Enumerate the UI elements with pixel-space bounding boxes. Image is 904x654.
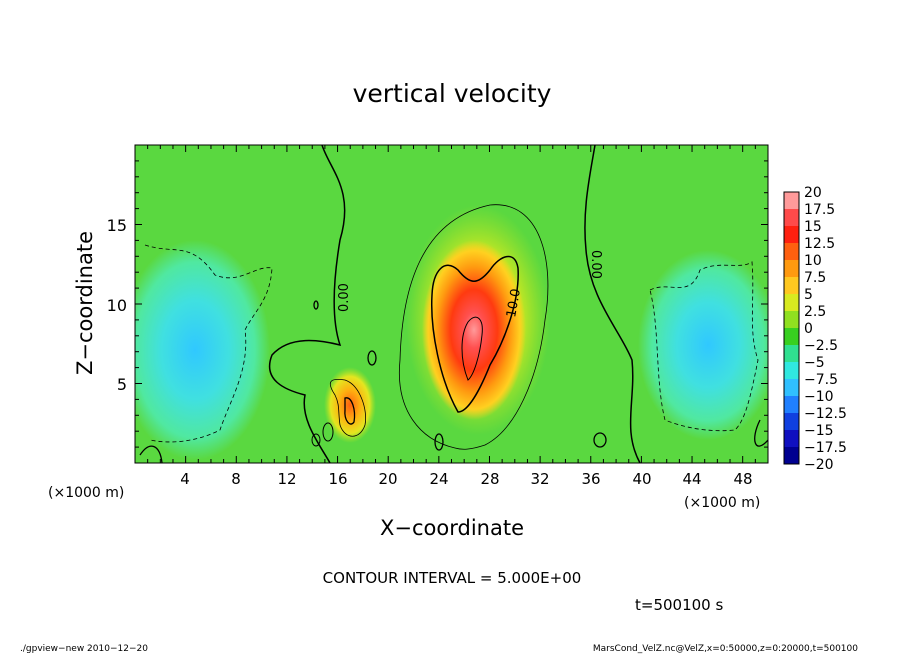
colorbar-swatch — [784, 311, 799, 329]
contour-5 — [398, 204, 549, 450]
zero-contour-left — [269, 145, 346, 463]
colorbar-swatch — [784, 396, 799, 414]
y-ticks — [135, 160, 768, 448]
colorbar-swatch — [784, 260, 799, 278]
x-tick-label: 48 — [733, 470, 752, 488]
contour-loop-a — [593, 432, 607, 448]
colorbar-label: 15 — [804, 219, 822, 235]
x-tick-label: 16 — [328, 470, 347, 488]
contour-15 — [461, 316, 483, 381]
colorbar-swatch — [784, 362, 799, 380]
colorbar-label: 10 — [804, 253, 822, 269]
colorbar-label: −7.5 — [804, 372, 838, 388]
colorbar-label: 0 — [804, 321, 813, 337]
x-unit-right: (×1000 m) — [684, 495, 760, 511]
colorbar-swatch — [784, 277, 799, 295]
colorbar-label: −17.5 — [804, 440, 847, 456]
x-tick-label: 4 — [180, 470, 190, 488]
colorbar-swatch — [784, 226, 799, 244]
x-tick-label: 36 — [581, 470, 600, 488]
colorbar-swatch — [784, 413, 799, 431]
contour-label-center: 10.0 — [504, 288, 524, 319]
colorbar-swatch — [784, 447, 799, 465]
colorbar-label: 20 — [804, 185, 822, 201]
contour-loop-d — [311, 433, 321, 447]
time-label: t=500100 s — [635, 596, 723, 614]
hot-spot-small — [324, 367, 376, 443]
contour-label-left: 0.00 — [337, 283, 352, 312]
x-ticks — [147, 145, 756, 463]
y-tick-label: 10 — [107, 296, 127, 315]
colorbar — [783, 191, 800, 465]
y-axis-label: Z−coordinate — [73, 231, 97, 375]
colorbar-swatch — [784, 192, 799, 210]
colorbar-swatch — [784, 243, 799, 261]
x-tick-label: 8 — [231, 470, 241, 488]
x-unit-left: (×1000 m) — [48, 485, 124, 501]
contour-loop-f — [434, 433, 444, 451]
contour-10 — [430, 255, 519, 413]
footer-right: MarsCond_VelZ.nc@VelZ,x=0:50000,z=0:2000… — [593, 644, 858, 654]
colorbar-label: 5 — [804, 287, 813, 303]
colorbar-swatch — [784, 379, 799, 397]
y-tick-label: 5 — [117, 375, 127, 394]
contour-neg5-right — [649, 261, 759, 432]
colorbar-label: −2.5 — [804, 338, 838, 354]
colorbar-label: −15 — [804, 423, 834, 439]
x-axis-label: X−coordinate — [380, 516, 524, 540]
colorbar-frame — [783, 191, 800, 465]
colorbar-labels: 2017.51512.5107.552.50−2.5−5−7.5−10−12.5… — [804, 185, 847, 473]
contour-small-10 — [344, 397, 356, 425]
contour-label-right: 0.00 — [588, 250, 603, 279]
contour-loop-b — [367, 350, 377, 366]
colorbar-swatch — [784, 345, 799, 363]
x-tick-label: 20 — [378, 470, 397, 488]
x-tick-label: 44 — [682, 470, 701, 488]
x-tick-label: 28 — [480, 470, 499, 488]
contour-neg5-left — [144, 244, 273, 443]
cold-region-left — [135, 240, 270, 460]
velocity-field — [135, 145, 768, 463]
chart-title: vertical velocity — [353, 79, 552, 108]
hot-core — [422, 240, 526, 420]
x-tick-label: 32 — [530, 470, 549, 488]
x-tick-label: 12 — [277, 470, 296, 488]
contour-loop-e — [322, 422, 334, 442]
y-tick-label: 15 — [107, 216, 127, 235]
colorbar-swatch — [784, 209, 799, 227]
contour-small-5 — [329, 378, 367, 437]
x-tick-label: 40 — [632, 470, 651, 488]
colorbar-label: 2.5 — [804, 304, 826, 320]
cold-region-right — [638, 250, 768, 440]
contour-edge-right — [754, 419, 768, 447]
y-tick-labels: 5 10 15 — [107, 216, 127, 394]
colorbar-label: 7.5 — [804, 270, 826, 286]
contours — [139, 145, 768, 463]
x-tick-labels: 4 8 12 16 20 24 28 32 36 40 44 48 — [180, 470, 752, 488]
colorbar-label: −10 — [804, 389, 834, 405]
zero-contour-right — [584, 145, 641, 463]
footer-left: ./gpview−new 2010−12−20 — [20, 644, 148, 654]
contour-loop-c — [313, 300, 319, 310]
colorbar-label: −20 — [804, 457, 834, 473]
contour-edge-left — [139, 445, 163, 463]
colorbar-label: −12.5 — [804, 406, 847, 422]
x-tick-label: 24 — [429, 470, 448, 488]
colorbar-swatch — [784, 294, 799, 312]
colorbar-swatch — [784, 430, 799, 448]
colorbar-swatch — [784, 328, 799, 346]
contour-interval-text: CONTOUR INTERVAL = 5.000E+00 — [323, 569, 582, 587]
colorbar-label: 17.5 — [804, 202, 835, 218]
colorbar-label: −5 — [804, 355, 825, 371]
colorbar-label: 12.5 — [804, 236, 835, 252]
